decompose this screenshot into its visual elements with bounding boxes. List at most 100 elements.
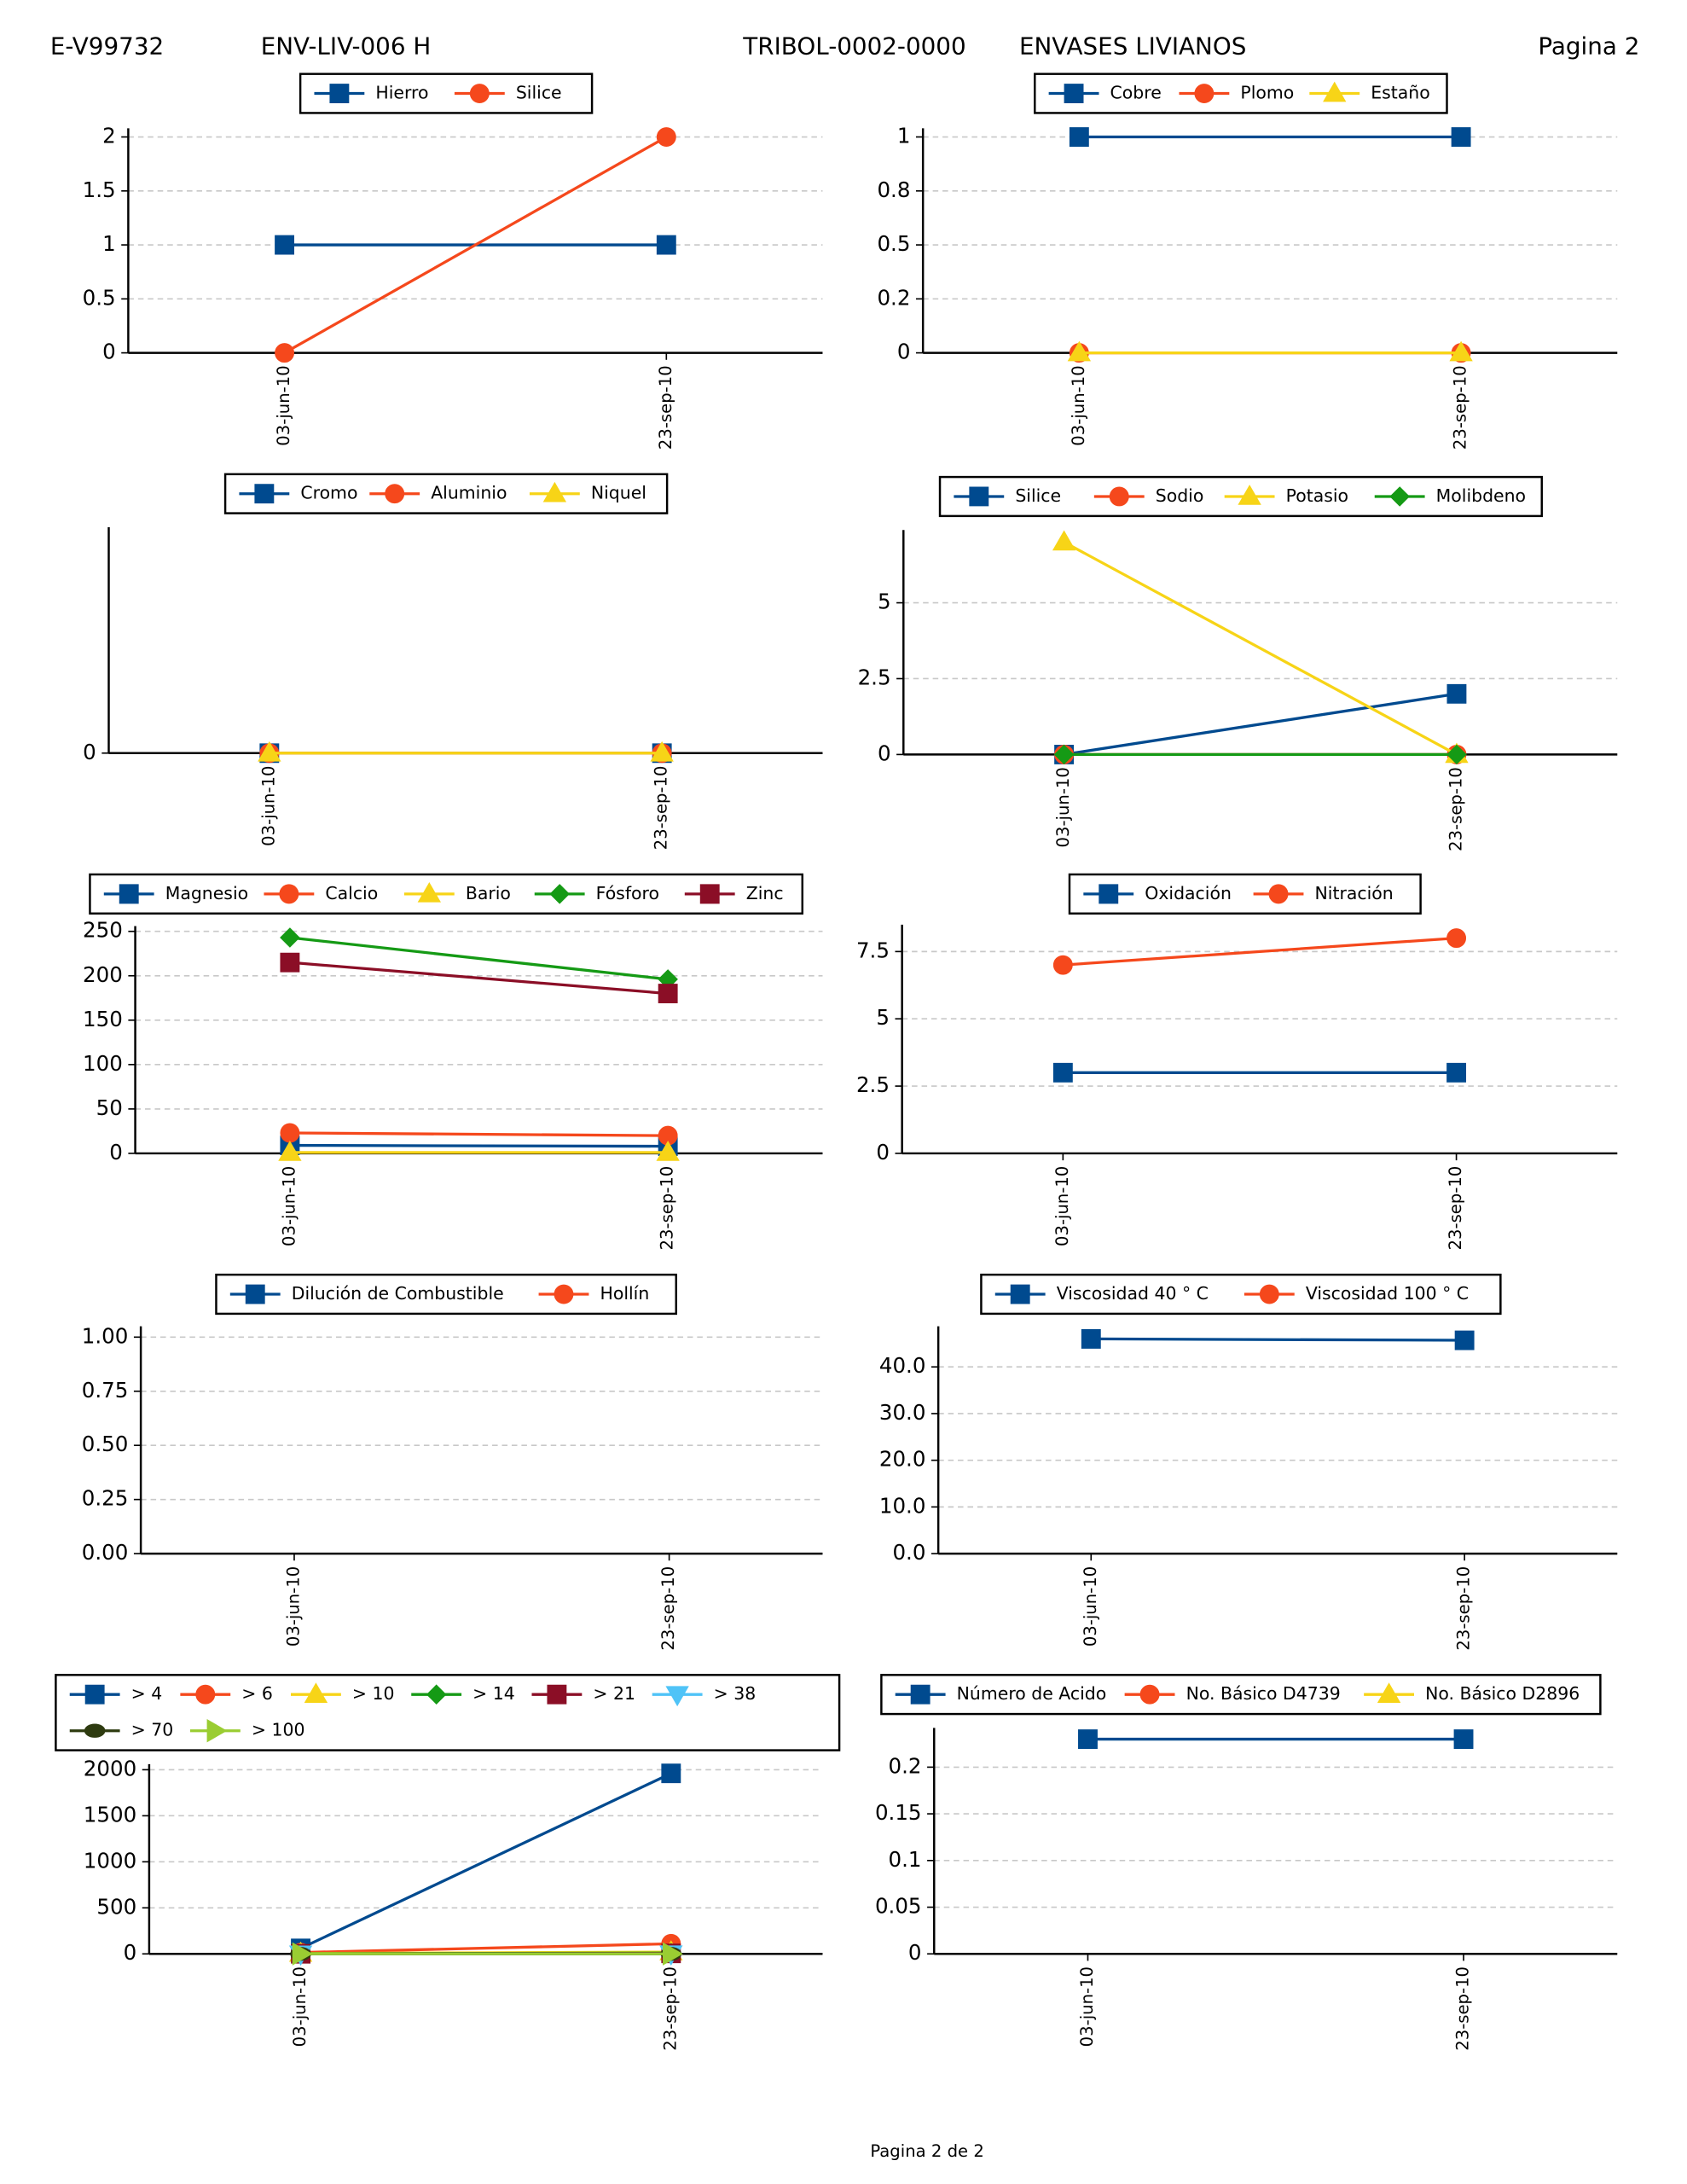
x-tick-label: 03-jun-10 [1077, 1966, 1097, 2047]
series-line [1064, 692, 1458, 757]
legend-marker [245, 1284, 265, 1304]
legend-marker [542, 481, 567, 502]
y-tick-label: 0.2 [877, 285, 910, 310]
legend-box [1034, 73, 1448, 114]
y-tick-label: 500 [96, 1894, 136, 1919]
footer: Pagina 2 de 2 [870, 2141, 983, 2161]
legend-label: Número de Acido [957, 1683, 1107, 1704]
legend-label: Bario [466, 883, 511, 903]
y-tick-label: 0.15 [875, 1800, 922, 1825]
series-line [289, 936, 669, 981]
legend-label: Fósforo [596, 883, 659, 903]
y-tick-label: 40.0 [879, 1353, 926, 1378]
legend-label: Dilución de Combustible [292, 1283, 504, 1304]
point [278, 1140, 302, 1161]
legend-box [223, 473, 669, 514]
y-tick-label: 0.00 [82, 1540, 129, 1565]
legend-marker [1238, 485, 1261, 505]
y-tick-label: 20.0 [879, 1447, 926, 1472]
legend-marker [426, 1684, 447, 1705]
legend-label: Cromo [300, 483, 357, 503]
y-tick-label: 1000 [84, 1848, 136, 1873]
x-tick-label: 03-jun-10 [283, 1566, 303, 1647]
y-tick-label: 0 [908, 1940, 922, 1965]
series-line [289, 1131, 669, 1137]
legend-marker [1099, 884, 1119, 904]
y-tick-label: 0 [878, 741, 891, 765]
x-tick-label: 03-jun-10 [1053, 767, 1073, 847]
x-tick-label: 03-jun-10 [1081, 1566, 1100, 1647]
y-tick-label: 0.5 [877, 231, 910, 256]
legend-marker [1377, 1682, 1401, 1704]
legend-label: Aluminio [431, 483, 507, 503]
legend-marker [1139, 1684, 1160, 1705]
y-tick-label: 0.0 [892, 1540, 925, 1565]
point [1446, 1062, 1467, 1083]
x-tick-label: 23-sep-10 [658, 1166, 677, 1251]
x-tick-label: 03-jun-10 [258, 765, 278, 845]
series-line [1063, 541, 1458, 756]
x-tick-label: 23-sep-10 [656, 365, 675, 450]
legend-marker [195, 1684, 216, 1705]
point [1453, 1729, 1474, 1749]
legend-marker [469, 84, 490, 103]
point [1053, 744, 1075, 765]
legend-marker [119, 884, 139, 904]
point [1446, 928, 1467, 949]
legend-marker [1389, 486, 1410, 507]
y-tick-label: 2.5 [856, 1072, 890, 1097]
legend-marker [910, 1684, 930, 1705]
y-tick-label: 30.0 [879, 1400, 926, 1425]
legend-label: Plomo [1240, 83, 1294, 103]
legend-marker [969, 486, 989, 507]
point [275, 343, 295, 363]
y-tick-label: 0 [897, 340, 911, 364]
legend-label: Molibdeno [1436, 485, 1526, 506]
series-line [289, 961, 669, 996]
client: TRIBOL-0002-0000 [742, 32, 965, 61]
legend-marker [84, 1723, 106, 1738]
point [1067, 340, 1092, 362]
y-tick-label: 1500 [84, 1802, 136, 1827]
y-tick-label: 0 [83, 740, 96, 764]
y-tick-label: 5 [876, 1005, 890, 1030]
y-tick-label: 2 [102, 124, 116, 148]
x-tick-label: 23-sep-10 [1451, 365, 1470, 450]
y-tick-label: 0.2 [889, 1753, 922, 1778]
legend-box [215, 1273, 677, 1316]
y-tick-label: 5 [878, 590, 891, 614]
y-tick-label: 0.1 [889, 1847, 922, 1872]
legend-label: Hierro [375, 83, 428, 103]
legend-marker [1064, 84, 1084, 103]
legend-label: > 10 [352, 1683, 395, 1704]
x-tick-label: 23-sep-10 [1454, 1566, 1474, 1651]
x-tick-label: 23-sep-10 [1453, 1966, 1473, 2051]
point [1446, 744, 1467, 765]
y-tick-label: 0 [109, 1140, 123, 1165]
point [663, 1942, 683, 1966]
point [1052, 1062, 1073, 1083]
y-tick-label: 0.25 [82, 1486, 129, 1511]
page-number: Pagina 2 [1538, 32, 1639, 61]
point [280, 1123, 300, 1143]
point [656, 235, 676, 255]
y-tick-label: 50 [96, 1095, 123, 1120]
legend-label: Calcio [325, 883, 378, 903]
legend-label: Magnesio [165, 883, 248, 903]
legend-label: > 100 [252, 1720, 305, 1740]
point [1451, 127, 1471, 147]
series-line [1063, 936, 1457, 967]
legend-marker [547, 1684, 567, 1705]
legend-marker [385, 484, 405, 504]
legend-marker [1194, 84, 1215, 103]
y-tick-label: 1 [102, 231, 116, 256]
x-tick-label: 23-sep-10 [1446, 1166, 1465, 1251]
legend-marker [206, 1719, 228, 1743]
legend-label: Nitración [1315, 883, 1394, 903]
y-tick-label: 7.5 [856, 938, 890, 962]
legend-label: > 21 [593, 1683, 635, 1704]
legend-marker [665, 1686, 689, 1707]
x-tick-label: 03-jun-10 [279, 1166, 299, 1246]
